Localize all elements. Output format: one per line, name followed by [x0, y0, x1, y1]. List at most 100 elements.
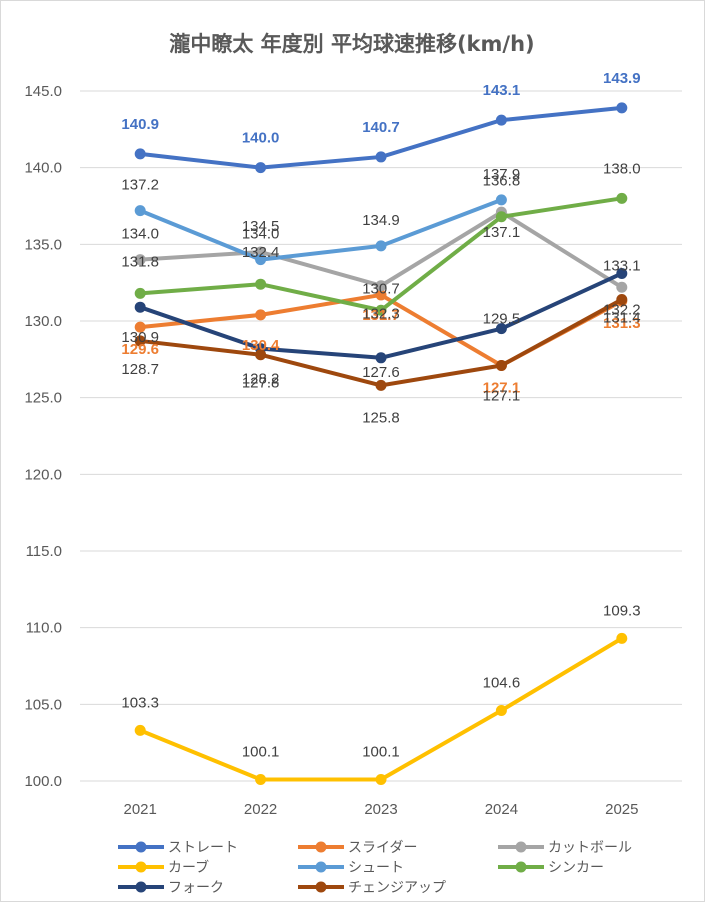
legend-marker-icon	[515, 861, 527, 873]
legend-item[interactable]: チェンジアップ	[298, 880, 446, 896]
y-tick-label: 100.0	[24, 773, 62, 790]
legend-label: チェンジアップ	[348, 880, 446, 896]
legend-item[interactable]: カットボール	[498, 840, 632, 856]
data-label: 130.7	[362, 280, 400, 297]
data-label: 100.1	[242, 743, 280, 760]
data-point[interactable]	[134, 254, 146, 266]
data-label: 104.6	[483, 674, 521, 691]
data-point[interactable]	[495, 359, 507, 371]
data-label: 136.8	[483, 173, 521, 190]
data-point[interactable]	[616, 192, 628, 204]
y-tick-label: 115.0	[26, 543, 62, 560]
data-point[interactable]	[375, 240, 387, 252]
data-label: 137.1	[483, 224, 521, 241]
legend-item[interactable]: シュート	[298, 860, 404, 876]
legend-item[interactable]: カーブ	[118, 859, 209, 876]
legend-label: フォーク	[168, 880, 224, 896]
data-point[interactable]	[616, 632, 628, 644]
data-point[interactable]	[134, 287, 146, 299]
data-point[interactable]	[616, 267, 628, 279]
legend-item[interactable]: フォーク	[118, 880, 224, 896]
data-label: 132.3	[362, 306, 400, 323]
y-tick-label: 105.0	[24, 696, 62, 713]
data-label: 143.9	[603, 70, 641, 87]
data-label: 131.7	[362, 307, 400, 324]
data-point[interactable]	[255, 278, 267, 290]
series-2	[134, 206, 628, 293]
data-label: 130.9	[121, 329, 159, 346]
data-point[interactable]	[134, 321, 146, 333]
x-tick-label: 2021	[124, 801, 157, 818]
data-label: 128.7	[121, 361, 159, 378]
data-label: 103.3	[121, 694, 159, 711]
data-point[interactable]	[134, 301, 146, 313]
data-label: 109.3	[603, 602, 641, 619]
data-point[interactable]	[375, 773, 387, 785]
legend-label: カーブ	[168, 859, 209, 876]
data-point[interactable]	[134, 148, 146, 160]
data-label: 125.8	[362, 409, 400, 426]
data-point[interactable]	[255, 349, 267, 361]
x-tick-label: 2023	[364, 801, 397, 818]
legend-label: スライダー	[348, 840, 417, 856]
data-point[interactable]	[495, 114, 507, 126]
data-point[interactable]	[255, 773, 267, 785]
data-label: 134.0	[121, 226, 159, 243]
data-label: 127.6	[362, 364, 400, 381]
legend-marker-icon	[515, 841, 527, 853]
data-point[interactable]	[375, 280, 387, 292]
data-point[interactable]	[375, 379, 387, 391]
data-point[interactable]	[134, 724, 146, 736]
legend-marker-icon	[315, 861, 327, 873]
data-label: 127.8	[242, 375, 280, 392]
data-point[interactable]	[134, 335, 146, 347]
legend-item[interactable]: シンカー	[498, 860, 604, 876]
data-point[interactable]	[255, 309, 267, 321]
legend-item[interactable]: スライダー	[298, 840, 417, 856]
data-point[interactable]	[616, 294, 628, 306]
data-label: 137.9	[483, 166, 521, 183]
x-tick-label: 2022	[244, 801, 277, 818]
data-point[interactable]	[375, 151, 387, 163]
data-point[interactable]	[495, 704, 507, 716]
data-point[interactable]	[375, 352, 387, 364]
data-point[interactable]	[616, 281, 628, 293]
legend-label: シンカー	[548, 860, 604, 876]
data-label: 131.3	[603, 315, 641, 332]
data-label: 134.9	[362, 212, 400, 229]
data-point[interactable]	[495, 323, 507, 335]
data-point[interactable]	[616, 102, 628, 114]
y-tick-label: 125.0	[24, 390, 62, 407]
data-point[interactable]	[134, 205, 146, 217]
data-label: 131.4	[603, 310, 641, 327]
data-label: 134.0	[242, 226, 280, 243]
data-label: 140.0	[242, 130, 280, 147]
series-0	[134, 102, 628, 174]
gridlines	[80, 90, 682, 782]
data-label: 133.1	[603, 257, 641, 274]
series-line	[138, 197, 504, 262]
legend-item[interactable]: ストレート	[118, 840, 238, 856]
data-point[interactable]	[255, 254, 267, 266]
data-point[interactable]	[255, 246, 267, 258]
data-label: 127.1	[483, 379, 521, 396]
y-tick-label: 130.0	[24, 313, 62, 330]
legend-marker-icon	[135, 881, 147, 893]
data-point[interactable]	[255, 162, 267, 174]
series-7	[134, 294, 628, 391]
legend-label: カットボール	[548, 840, 632, 856]
data-label: 132.4	[242, 244, 280, 261]
legend-marker-icon	[315, 881, 327, 893]
y-tick-label: 145.0	[24, 83, 62, 100]
data-point[interactable]	[375, 289, 387, 301]
data-point[interactable]	[375, 304, 387, 316]
data-point[interactable]	[495, 211, 507, 223]
y-tick-label: 140.0	[24, 160, 62, 177]
x-axis-ticks: 2021 2022 2023 2024 2025	[124, 801, 639, 818]
x-tick-label: 2025	[605, 801, 638, 818]
x-tick-label: 2024	[485, 801, 518, 818]
data-point[interactable]	[495, 194, 507, 206]
data-label: 129.6	[121, 341, 159, 358]
